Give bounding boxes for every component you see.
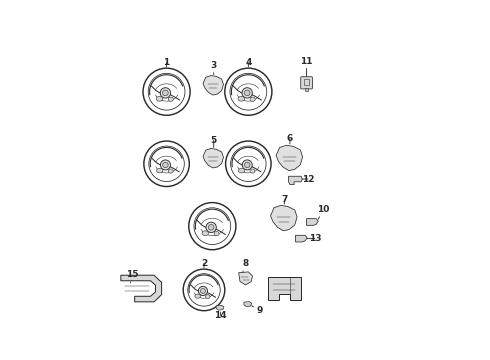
Ellipse shape <box>250 97 255 102</box>
Circle shape <box>242 88 252 98</box>
Circle shape <box>245 90 250 96</box>
Text: 3: 3 <box>211 61 217 75</box>
Ellipse shape <box>156 96 163 101</box>
Circle shape <box>160 88 171 98</box>
Text: 13: 13 <box>307 234 321 243</box>
Polygon shape <box>270 206 297 231</box>
Ellipse shape <box>202 231 209 235</box>
Ellipse shape <box>205 295 210 298</box>
Ellipse shape <box>157 168 163 173</box>
Polygon shape <box>307 219 318 225</box>
Text: 4: 4 <box>245 58 251 67</box>
Polygon shape <box>203 76 223 95</box>
Text: 11: 11 <box>300 57 313 76</box>
Ellipse shape <box>168 169 173 173</box>
Text: 10: 10 <box>317 205 329 219</box>
Bar <box>304 79 309 85</box>
Polygon shape <box>216 305 224 310</box>
Text: 8: 8 <box>243 259 249 272</box>
Polygon shape <box>268 278 301 300</box>
Circle shape <box>200 288 205 293</box>
Polygon shape <box>295 235 307 242</box>
Circle shape <box>163 90 168 96</box>
Text: 9: 9 <box>252 306 263 315</box>
Ellipse shape <box>214 231 219 236</box>
Polygon shape <box>239 272 252 285</box>
Polygon shape <box>121 275 162 302</box>
Text: 5: 5 <box>211 136 217 148</box>
Text: 1: 1 <box>164 58 170 67</box>
Polygon shape <box>244 302 252 307</box>
Circle shape <box>208 225 214 230</box>
Ellipse shape <box>238 96 245 101</box>
Text: 6: 6 <box>287 134 293 144</box>
Circle shape <box>163 162 168 168</box>
Circle shape <box>198 286 208 296</box>
FancyBboxPatch shape <box>301 77 313 89</box>
Text: 15: 15 <box>125 270 138 283</box>
Text: 12: 12 <box>302 175 314 184</box>
Text: 7: 7 <box>281 195 288 204</box>
Circle shape <box>245 162 250 168</box>
Circle shape <box>242 160 252 170</box>
Bar <box>305 87 308 91</box>
Circle shape <box>160 160 171 170</box>
Circle shape <box>206 222 216 233</box>
Ellipse shape <box>168 97 173 102</box>
Ellipse shape <box>238 168 245 173</box>
Text: 2: 2 <box>201 258 207 268</box>
Polygon shape <box>289 176 302 185</box>
Polygon shape <box>276 145 303 171</box>
Text: 14: 14 <box>214 311 227 320</box>
Ellipse shape <box>195 294 201 298</box>
Polygon shape <box>203 148 223 168</box>
Ellipse shape <box>250 169 255 173</box>
